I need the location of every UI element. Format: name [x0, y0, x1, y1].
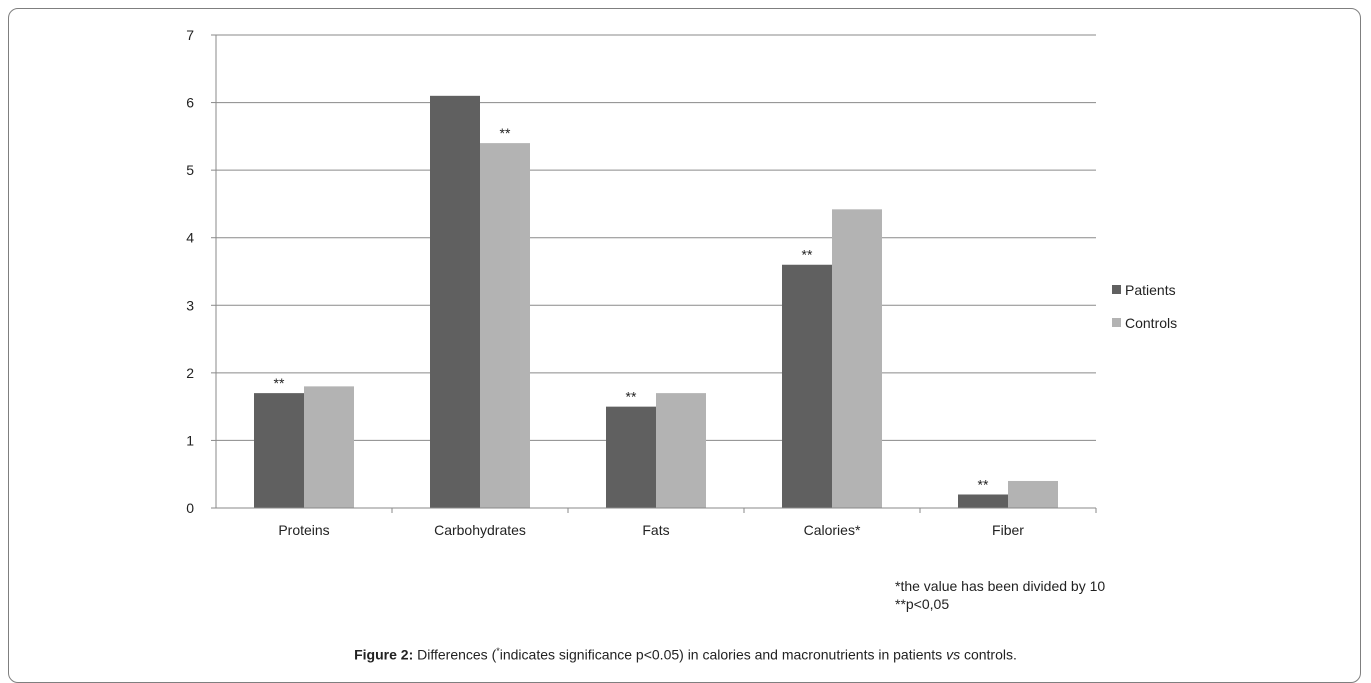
bar-patients — [958, 494, 1008, 508]
bar-controls — [656, 393, 706, 508]
caption-sup: * — [496, 646, 500, 656]
caption-text-before: Differences ( — [413, 646, 497, 663]
significance-marker: ** — [626, 389, 637, 405]
caption-vs: vs — [946, 646, 961, 663]
y-tick-label: 6 — [186, 95, 194, 111]
significance-marker: ** — [274, 375, 285, 391]
significance-markers: ** ** ** ** ** — [274, 125, 989, 492]
x-category-label: Fiber — [992, 522, 1024, 538]
x-category-label: Carbohydrates — [434, 522, 526, 538]
bar-controls — [480, 143, 530, 508]
legend: Patients Controls — [1112, 282, 1177, 331]
bar-patients — [430, 95, 480, 509]
bar-controls — [304, 386, 354, 508]
note-p-value: **p<0,05 — [895, 596, 950, 612]
significance-marker: ** — [802, 247, 813, 263]
y-tick-label: 4 — [186, 230, 194, 246]
significance-marker: ** — [500, 125, 511, 141]
grid-lines — [216, 34, 1096, 441]
figure-frame — [8, 8, 1361, 683]
y-tick-label: 7 — [186, 27, 194, 43]
chart-notes: *the value has been divided by 10 **p<0,… — [895, 577, 1105, 613]
y-tick-label: 1 — [186, 432, 194, 448]
caption-text-middle: indicates significance p<0.05) in calori… — [499, 646, 947, 663]
y-tick-label: 2 — [186, 365, 194, 381]
caption-label: Figure 2: — [354, 646, 414, 663]
x-category-label: Fats — [642, 522, 669, 538]
y-tick-label: 3 — [186, 297, 194, 313]
figure-caption: Figure 2: Differences (*indicates signif… — [0, 646, 1371, 663]
axes — [211, 34, 1097, 513]
bar-patients — [606, 406, 656, 508]
legend-swatch-patients — [1112, 285, 1121, 294]
significance-marker: ** — [978, 476, 989, 492]
y-tick-label: 5 — [186, 162, 194, 178]
bar-controls — [1008, 480, 1058, 508]
y-tick-label: 0 — [186, 500, 194, 516]
note-divided-by-10: *the value has been divided by 10 — [895, 578, 1106, 594]
bar-patients — [782, 264, 832, 508]
legend-swatch-controls — [1112, 318, 1121, 327]
bars — [254, 95, 1058, 509]
legend-label-patients: Patients — [1125, 282, 1176, 298]
caption-text-after: controls. — [960, 646, 1017, 663]
x-axis-category-labels: Proteins Carbohydrates Fats Calories* Fiber — [278, 522, 1024, 538]
x-category-label: Proteins — [278, 522, 329, 538]
bar-controls — [832, 209, 882, 508]
y-axis-tick-labels: 0 1 2 3 4 5 6 7 — [186, 27, 194, 516]
legend-label-controls: Controls — [1125, 315, 1177, 331]
bar-patients — [254, 393, 304, 508]
x-category-label: Calories* — [804, 522, 861, 538]
